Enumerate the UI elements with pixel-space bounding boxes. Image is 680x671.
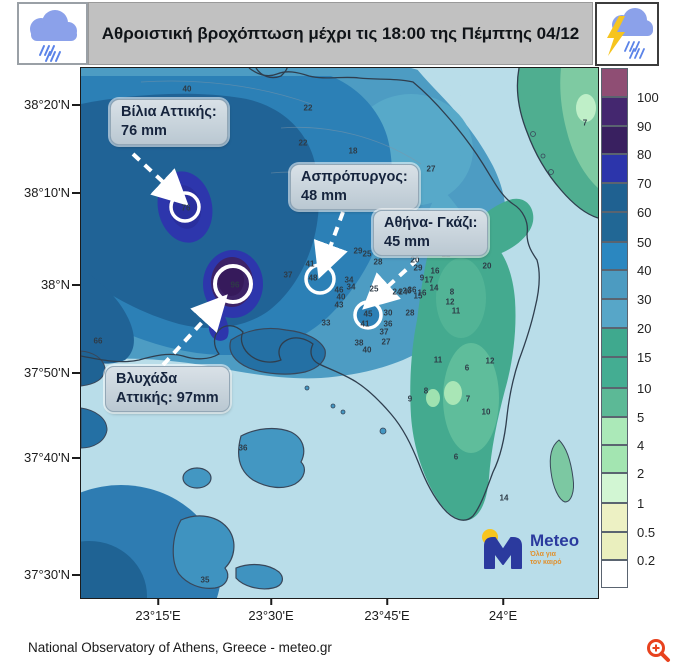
legend-swatch bbox=[601, 126, 628, 154]
annotation-vilia-name: Βίλια Αττικής: bbox=[121, 104, 217, 120]
legend-tick-label: 4 bbox=[637, 438, 645, 453]
annotation-aspropyrgos: Ασπρόπυργος: 48 mm bbox=[290, 164, 419, 210]
y-axis-tick bbox=[72, 372, 80, 374]
y-axis-label: 38°20'N bbox=[24, 97, 70, 112]
legend-swatch bbox=[601, 68, 628, 97]
annotation-vlychada-name: Βλυχάδα bbox=[116, 371, 178, 387]
annotation-vlychada: Βλυχάδα Αττικής: 97mm bbox=[105, 366, 230, 412]
legend-tick-label: 15 bbox=[637, 350, 652, 365]
legend-tick-label: 100 bbox=[637, 90, 659, 105]
legend-tick-label: 2 bbox=[637, 466, 645, 481]
meteo-tagline-line1: Όλα για bbox=[530, 550, 556, 558]
zoom-icon[interactable] bbox=[645, 637, 671, 663]
legend-tick-label: 5 bbox=[637, 410, 645, 425]
legend-swatch bbox=[601, 299, 628, 328]
map-title: Αθροιστική βροχόπτωση μέχρι τις 18:00 τη… bbox=[88, 2, 593, 65]
legend-swatch bbox=[601, 242, 628, 270]
annotation-vlychada-value: Αττικής: 97mm bbox=[116, 390, 219, 406]
x-axis-label: 23°30'E bbox=[248, 608, 294, 623]
y-axis-tick bbox=[72, 104, 80, 106]
annotation-athens-gazi-name: Αθήνα- Γκάζι: bbox=[384, 215, 478, 231]
legend-swatch bbox=[601, 97, 628, 126]
y-axis-label: 38°10'N bbox=[24, 185, 70, 200]
legend-swatch bbox=[601, 357, 628, 388]
rain-cloud-icon bbox=[17, 2, 88, 65]
y-axis-label: 37°30'N bbox=[24, 567, 70, 582]
map-canvas: 4022221827372972925282029169171424361516… bbox=[80, 67, 599, 599]
credit-text: National Observatory of Athens, Greece -… bbox=[28, 640, 332, 655]
x-axis-label: 23°15'E bbox=[135, 608, 181, 623]
y-axis-tick bbox=[72, 284, 80, 286]
legend-tick-label: 40 bbox=[637, 263, 652, 278]
legend-swatch bbox=[601, 270, 628, 299]
meteo-tagline-line2: τον καιρό bbox=[530, 558, 562, 566]
rainfall-legend: 100 90 80 70 60 50 40 30 20 15 10 5 4 2 1 0.5 0.2 bbox=[601, 0, 680, 671]
meteo-brand-text: Meteo bbox=[530, 530, 580, 550]
x-axis-tick bbox=[270, 598, 272, 605]
legend-swatch bbox=[601, 503, 628, 532]
legend-swatch bbox=[601, 473, 628, 503]
legend-swatch bbox=[601, 154, 628, 183]
annotation-athens-gazi: Αθήνα- Γκάζι: 45 mm bbox=[373, 210, 489, 256]
annotation-aspropyrgos-name: Ασπρόπυργος: bbox=[301, 169, 408, 185]
legend-tick-label: 0.2 bbox=[637, 553, 656, 568]
legend-tick-label: 90 bbox=[637, 119, 652, 134]
x-axis-label: 24°E bbox=[488, 608, 518, 623]
legend-swatch bbox=[601, 388, 628, 417]
legend-swatch bbox=[601, 417, 628, 445]
y-axis-tick bbox=[72, 192, 80, 194]
legend-swatch bbox=[601, 328, 628, 357]
y-axis-tick bbox=[72, 574, 80, 576]
legend-tick-label: 1 bbox=[637, 496, 645, 511]
legend-tick-label: 10 bbox=[637, 381, 652, 396]
legend-tick-label: 80 bbox=[637, 147, 652, 162]
x-axis-label: 23°45'E bbox=[364, 608, 410, 623]
y-axis-label: 37°40'N bbox=[24, 450, 70, 465]
legend-swatch bbox=[601, 532, 628, 560]
legend-swatch bbox=[601, 183, 628, 212]
meteo-logo-mark bbox=[482, 529, 522, 569]
legend-tick-label: 20 bbox=[637, 321, 652, 336]
legend-tick-label: 30 bbox=[637, 292, 652, 307]
annotation-aspropyrgos-value: 48 mm bbox=[301, 188, 347, 204]
legend-swatch bbox=[601, 212, 628, 242]
annotation-vilia: Βίλια Αττικής: 76 mm bbox=[110, 99, 228, 145]
legend-tick-label: 50 bbox=[637, 235, 652, 250]
x-axis-tick bbox=[386, 598, 388, 605]
legend-swatch bbox=[601, 445, 628, 473]
annotation-vilia-value: 76 mm bbox=[121, 123, 167, 139]
rainfall-contour-map bbox=[81, 68, 598, 598]
storm-cloud-icon bbox=[595, 2, 659, 66]
legend-tick-label: 0.5 bbox=[637, 525, 656, 540]
legend-tick-label: 60 bbox=[637, 205, 652, 220]
legend-tick-label: 70 bbox=[637, 176, 652, 191]
legend-swatch bbox=[601, 560, 628, 588]
y-axis-label: 37°50'N bbox=[24, 365, 70, 380]
y-axis-tick bbox=[72, 457, 80, 459]
annotation-athens-gazi-value: 45 mm bbox=[384, 234, 430, 250]
x-axis-tick bbox=[502, 598, 504, 605]
meteo-logo: Meteo Όλα για τον καιρό bbox=[479, 523, 597, 575]
x-axis-tick bbox=[157, 598, 159, 605]
y-axis-label: 38°N bbox=[40, 277, 70, 292]
